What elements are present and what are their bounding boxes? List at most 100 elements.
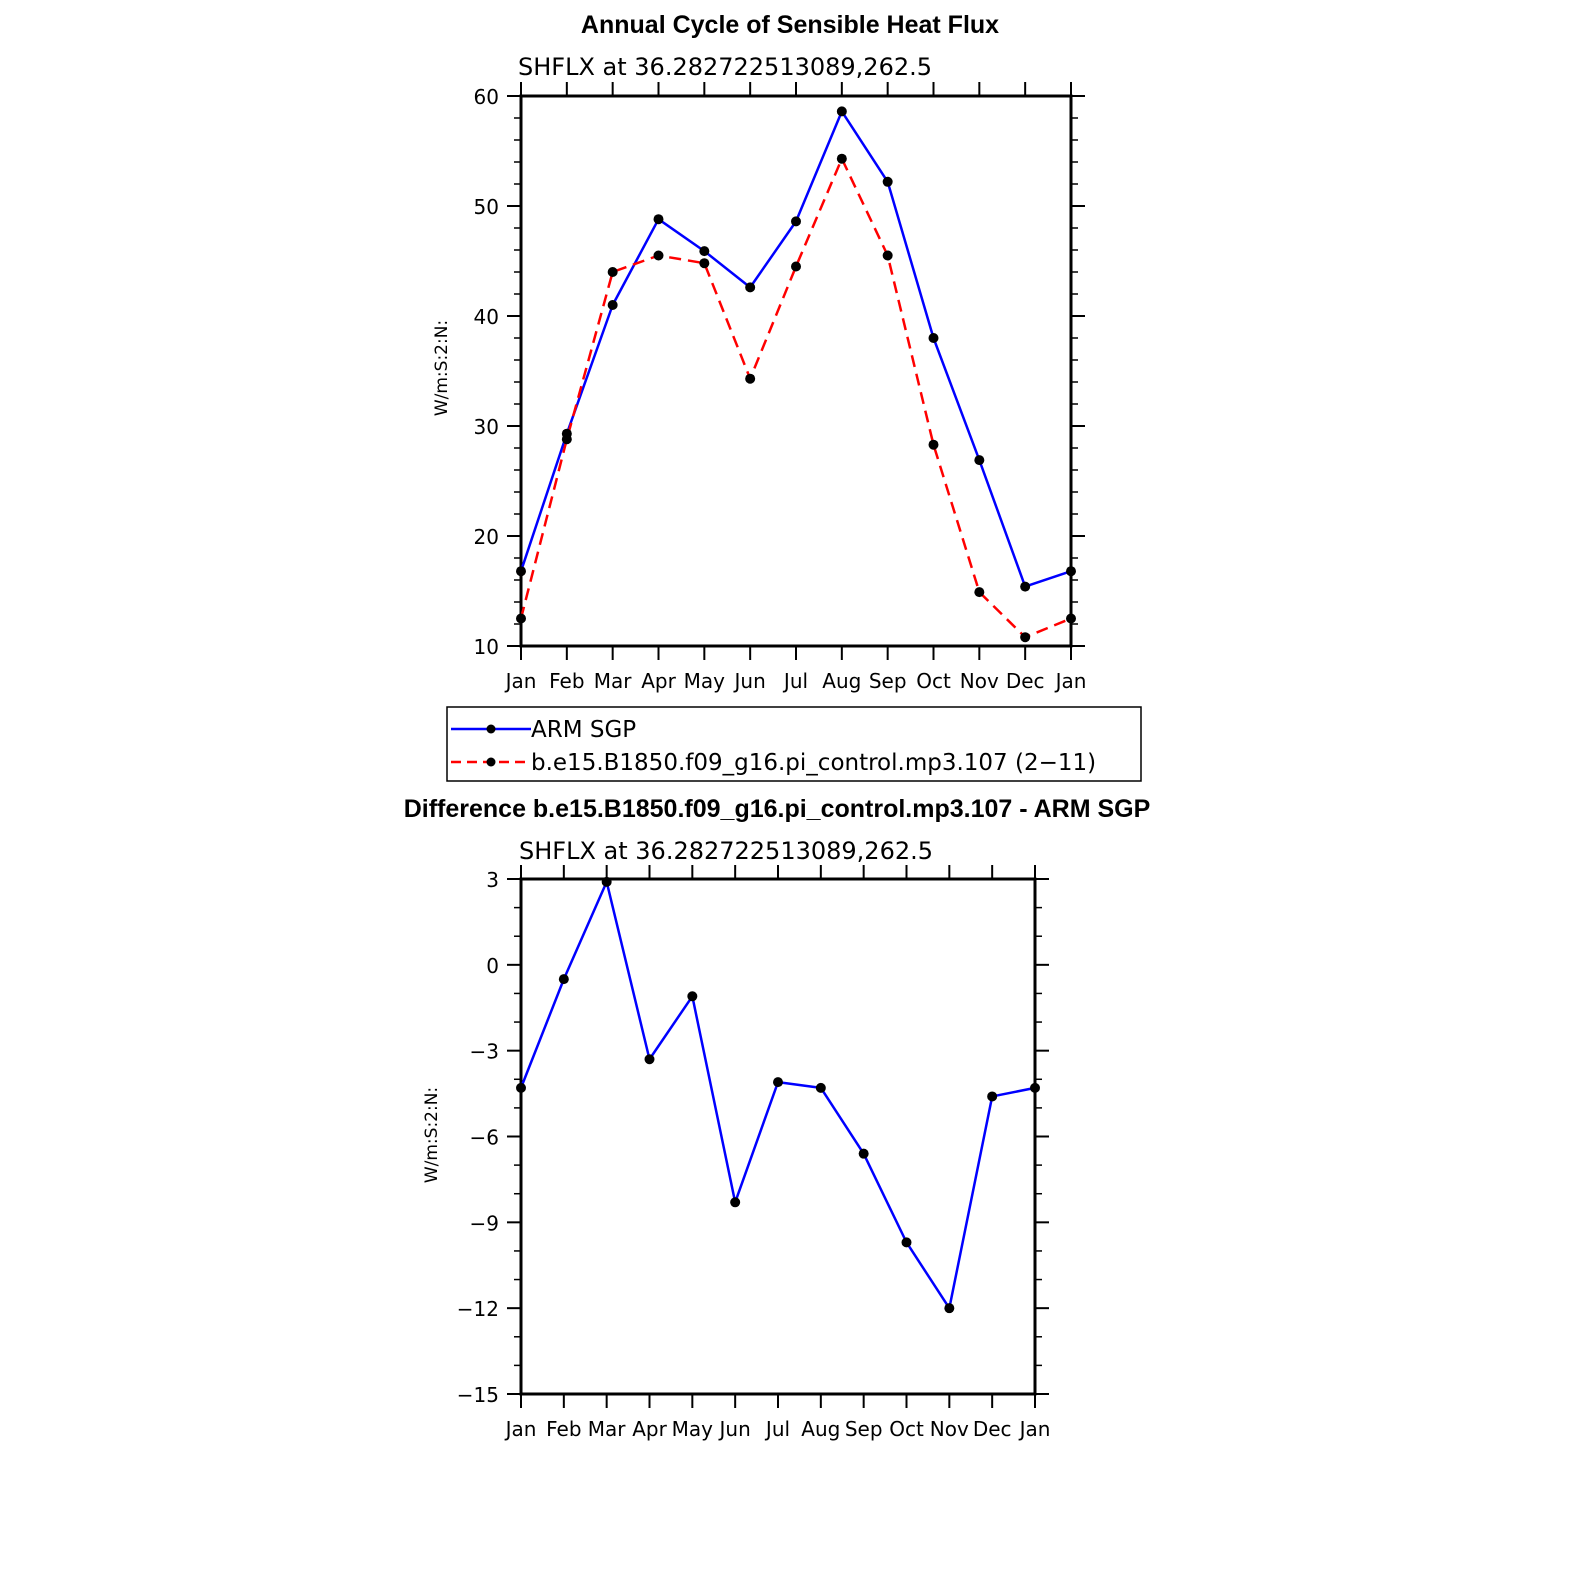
- chart1-series: [516, 106, 1076, 643]
- chart2-xtick-label: Dec: [973, 1417, 1012, 1441]
- chart1-series-1-point: [928, 333, 939, 343]
- chart1-series-2-point: [699, 258, 710, 269]
- chart1-series-2-point: [791, 261, 801, 272]
- chart2-plot-frame: [519, 877, 1037, 1396]
- chart1-series-2-point: [607, 267, 618, 277]
- chart2-series-1-point: [1030, 1082, 1040, 1093]
- chart2-series: [516, 876, 1040, 1314]
- chart1-ytick-label: 20: [474, 525, 499, 549]
- chart1-series-1-point: [745, 282, 756, 293]
- chart1-series-2-point: [516, 613, 526, 624]
- chart1-series-2-point: [561, 434, 572, 445]
- chart2-series-1-point: [773, 1077, 783, 1088]
- chart1-xtick-label: Jul: [782, 669, 808, 693]
- chart2-ylabel: W/m:S:2:N:: [422, 1087, 442, 1183]
- chart1-series-1-point: [607, 300, 618, 310]
- chart1-series-2-point: [928, 439, 939, 450]
- chart1-series-2-point: [653, 250, 664, 261]
- chart2-title: Difference b.e15.B1850.f09_g16.pi_contro…: [404, 795, 1151, 823]
- chart1-series-1-point: [653, 214, 664, 225]
- chart2-series-line-1: [519, 880, 1036, 1310]
- chart1-axes: Jan Feb Mar Apr May Jun Jul Aug Sep Oct Nov Dec Jan1…: [474, 82, 1087, 693]
- chart2-xtick-label: Apr: [632, 1417, 667, 1441]
- legend-label-model: b.e15.B1850.f09_g16.pi_control.mp3.107 (…: [531, 750, 1096, 776]
- chart2-series-1-point: [987, 1091, 998, 1102]
- chart2-ytick-label: −15: [457, 1383, 499, 1407]
- chart2-series-1-point: [687, 991, 698, 1002]
- chart1-series-2-point: [745, 373, 756, 384]
- legend: ARM SGP b.e15.B1850.f09_g16.pi_control.m…: [446, 706, 1142, 782]
- chart2-xtick-label: Aug: [801, 1417, 840, 1441]
- chart1-xtick-label: Sep: [869, 669, 907, 693]
- chart1-series-2-point: [974, 587, 985, 598]
- chart1-xtick-label: Jan: [504, 669, 537, 693]
- chart2-ytick-label: −12: [457, 1297, 499, 1321]
- chart1-xtick-label: Oct: [916, 669, 951, 693]
- difference-chart: Difference b.e15.B1850.f09_g16.pi_contro…: [404, 795, 1151, 1441]
- chart2-series-1-point: [944, 1303, 955, 1314]
- chart2-ytick-label: 3: [486, 868, 499, 892]
- chart2-axes: Jan Feb Mar Apr May Jun Jul Aug Sep Oct Nov Dec Jan−…: [457, 865, 1051, 1441]
- annual-cycle-chart: Annual Cycle of Sensible Heat Flux SHFLX…: [432, 11, 1086, 693]
- chart1-xtick-label: Mar: [594, 669, 633, 693]
- chart2-xtick-label: Sep: [845, 1417, 883, 1441]
- chart2-ytick-label: −6: [470, 1126, 499, 1150]
- chart1-series-1-point: [974, 455, 985, 466]
- chart1-series-1-point: [836, 106, 847, 117]
- chart1-series-1-point: [791, 216, 801, 227]
- chart2-xtick-label: Nov: [930, 1417, 969, 1441]
- chart2-xtick-label: Jun: [718, 1417, 751, 1441]
- chart2-xtick-label: Oct: [889, 1417, 924, 1441]
- chart1-ytick-label: 40: [474, 305, 499, 329]
- chart2-xtick-label: Feb: [546, 1417, 581, 1441]
- chart1-series-1-point: [699, 246, 710, 257]
- chart1-xtick-label: Aug: [822, 669, 861, 693]
- chart1-series-2-point: [836, 153, 847, 164]
- chart1-series-1-point: [1066, 566, 1076, 577]
- chart1-xtick-label: Jan: [1054, 669, 1087, 693]
- chart1-series-1-point: [1020, 581, 1031, 592]
- chart1-ytick-label: 10: [474, 635, 499, 659]
- chart2-series-1-point: [644, 1054, 655, 1065]
- legend-box: [446, 706, 1142, 782]
- legend-marker-arm: [486, 724, 496, 734]
- chart1-ylabel: W/m:S:2:N:: [432, 320, 452, 416]
- chart2-xtick-label: Jan: [1018, 1417, 1051, 1441]
- chart1-series-2-point: [1066, 613, 1076, 624]
- chart1-subtitle: SHFLX at 36.282722513089,262.5: [518, 53, 932, 81]
- chart2-ytick-label: −3: [470, 1040, 499, 1064]
- chart1-series-1-point: [882, 176, 893, 187]
- chart1-xtick-label: Apr: [641, 669, 676, 693]
- chart2-series-1-point: [730, 1197, 741, 1208]
- chart1-title: Annual Cycle of Sensible Heat Flux: [581, 11, 999, 39]
- chart1-series-1-point: [516, 566, 526, 577]
- chart1-ytick-label: 60: [474, 85, 499, 109]
- chart1-series-line-1: [519, 110, 1072, 588]
- legend-marker-model: [486, 757, 496, 767]
- chart2-ytick-label: 0: [486, 954, 499, 978]
- chart2-xtick-label: May: [672, 1417, 714, 1441]
- legend-label-arm: ARM SGP: [531, 717, 636, 743]
- chart1-plot-frame: [519, 94, 1073, 648]
- chart1-xtick-label: Nov: [960, 669, 999, 693]
- chart2-subtitle: SHFLX at 36.282722513089,262.5: [519, 837, 933, 865]
- chart1-xtick-label: May: [684, 669, 726, 693]
- chart2-xtick-label: Jul: [764, 1417, 790, 1441]
- chart1-ytick-label: 30: [474, 415, 499, 439]
- chart1-series-2-point: [1020, 632, 1031, 643]
- chart2-series-1-point: [516, 1082, 526, 1093]
- chart1-xtick-label: Dec: [1006, 669, 1045, 693]
- chart2-xtick-label: Mar: [588, 1417, 627, 1441]
- chart1-xtick-label: Feb: [549, 669, 584, 693]
- chart2-xtick-label: Jan: [504, 1417, 537, 1441]
- chart1-xtick-label: Jun: [733, 669, 766, 693]
- chart2-series-1-point: [601, 876, 612, 887]
- chart2-ytick-label: −9: [470, 1211, 499, 1235]
- chart1-series-line-2: [519, 157, 1072, 639]
- chart1-series-2-point: [882, 250, 893, 261]
- chart1-ytick-label: 50: [474, 195, 499, 219]
- chart2-series-1-point: [901, 1237, 912, 1248]
- chart2-series-1-point: [558, 974, 569, 985]
- chart2-series-1-point: [858, 1148, 869, 1159]
